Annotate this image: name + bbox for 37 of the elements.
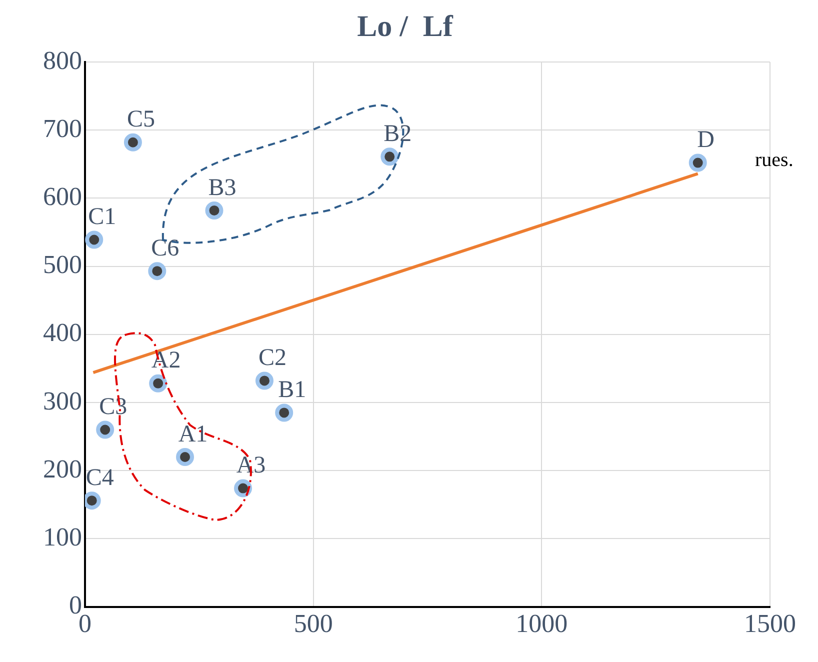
- y-tick-label: 500: [43, 250, 82, 280]
- annotation: A3: [236, 452, 266, 479]
- annotation: C5: [126, 106, 155, 133]
- point: [148, 262, 166, 280]
- annotation: C2: [258, 345, 286, 372]
- y-tick-label: 800: [43, 46, 82, 75]
- x-tick-label: 1500: [744, 609, 796, 638]
- point: [380, 148, 399, 166]
- annotation: rues.: [755, 149, 794, 172]
- y-tick-label: 700: [43, 114, 82, 143]
- point: [176, 448, 194, 466]
- point: [275, 404, 294, 422]
- y-tick-label: 200: [43, 454, 82, 484]
- point: [255, 372, 274, 390]
- annotation: A2: [151, 348, 181, 374]
- point: [205, 201, 224, 220]
- annotation: B2: [384, 120, 412, 147]
- annotation: A1: [178, 421, 208, 448]
- point: [96, 420, 114, 439]
- point: [124, 133, 142, 152]
- x-tick-label: 1000: [516, 609, 568, 638]
- point: [149, 374, 168, 392]
- chart-title: Lo / Lf: [357, 10, 454, 43]
- annotation: C4: [86, 464, 114, 491]
- y-tick-label: 400: [43, 318, 82, 348]
- y-tick-label: 600: [43, 182, 82, 212]
- point: [85, 230, 104, 249]
- annotation: D: [697, 127, 715, 154]
- annotation: C1: [88, 204, 116, 230]
- y-tick-label: 100: [43, 522, 82, 552]
- annotation: C3: [99, 394, 128, 420]
- annotation: B3: [208, 174, 236, 201]
- x-tick-label: 500: [294, 609, 333, 638]
- annotation: C6: [151, 235, 180, 262]
- y-tick-label: 300: [43, 386, 82, 416]
- point: [688, 154, 707, 172]
- annotation: B1: [278, 377, 306, 404]
